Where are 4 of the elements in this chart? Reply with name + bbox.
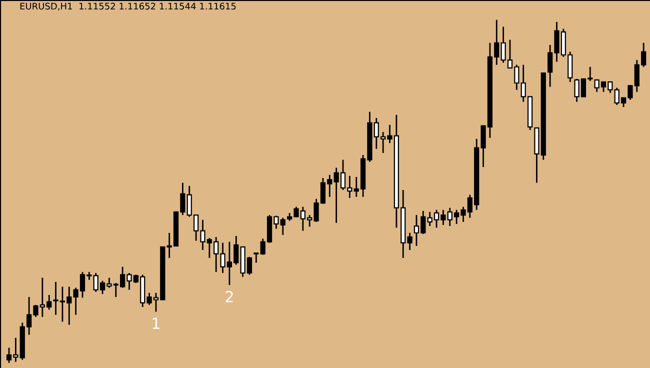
annotation: 1 bbox=[152, 318, 160, 329]
chart-title: EURUSD,H1 1.11552 1.11652 1.11544 1.11615 bbox=[20, 2, 236, 10]
annotation: 2 bbox=[226, 290, 233, 302]
candlestick bbox=[254, 252, 259, 264]
